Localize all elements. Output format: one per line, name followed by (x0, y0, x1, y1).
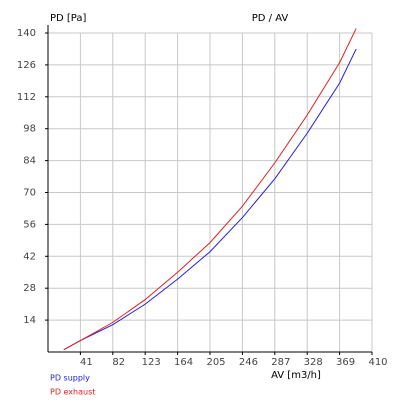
y-tick-label: 98 (23, 124, 36, 135)
x-axis-label: AV [m3/h] (271, 370, 321, 381)
chart-title: PD / AV (252, 13, 289, 24)
x-tick-label: 41 (80, 357, 93, 368)
data-line (63, 28, 357, 351)
x-tick-label: 205 (206, 357, 225, 368)
x-tick-label: 410 (368, 357, 387, 368)
y-tick-label: 70 (23, 188, 36, 199)
y-tick-label: 112 (17, 92, 36, 103)
y-tick-label: 126 (17, 60, 36, 71)
y-tick-label: 140 (17, 28, 36, 39)
y-tick-label: 56 (23, 219, 36, 230)
y-tick-label: 14 (23, 315, 36, 326)
legend-entry: PD supply (50, 374, 90, 383)
x-tick-label: 123 (142, 357, 161, 368)
y-axis-label: PD [Pa] (50, 13, 87, 24)
y-tick-label: 42 (23, 251, 36, 262)
x-tick-label: 369 (336, 357, 355, 368)
y-tick-label: 28 (23, 283, 36, 294)
x-tick-label: 246 (239, 357, 258, 368)
y-tick-label: 84 (23, 156, 36, 167)
x-tick-label: 164 (174, 357, 193, 368)
x-tick-label: 82 (112, 357, 125, 368)
data-line (63, 48, 357, 351)
x-tick-label: 287 (271, 357, 290, 368)
legend-entry: PD exhaust (50, 388, 95, 397)
x-tick-label: 328 (304, 357, 323, 368)
